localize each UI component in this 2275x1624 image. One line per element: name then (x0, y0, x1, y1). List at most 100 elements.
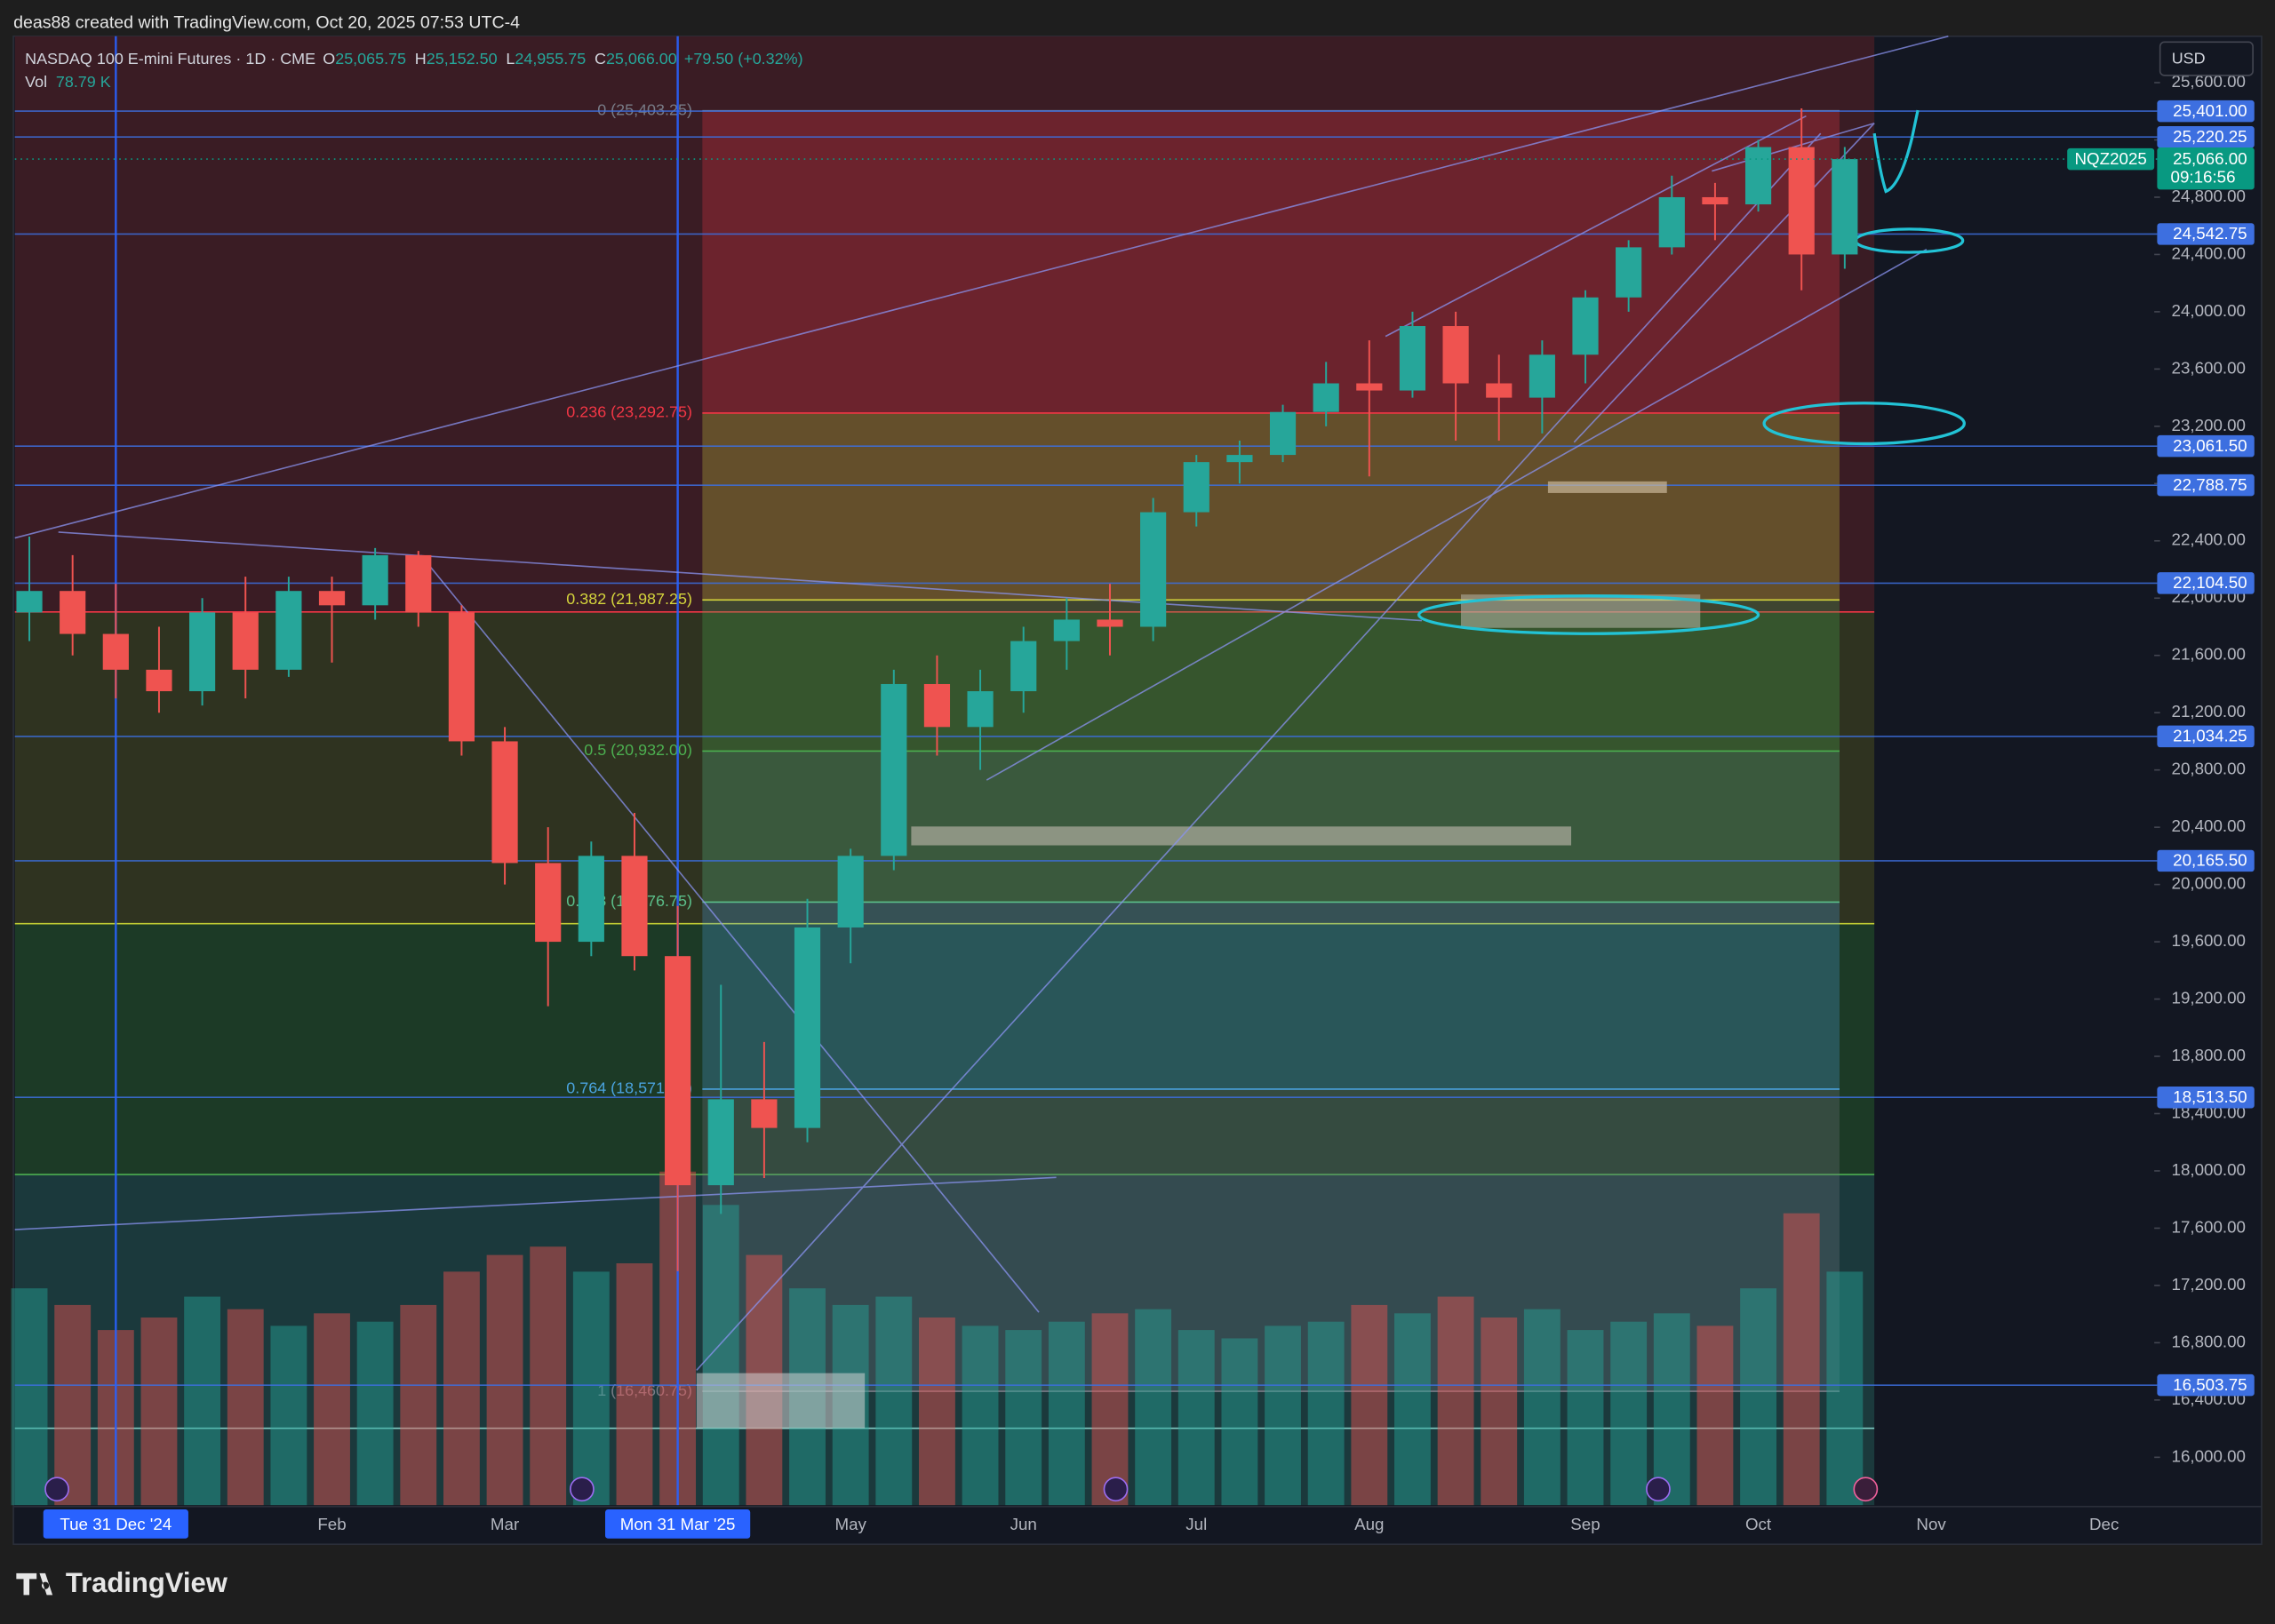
box (1547, 481, 1667, 493)
event-icon (1853, 1477, 1879, 1502)
x-label-box (43, 1509, 188, 1539)
candle-body (318, 591, 346, 606)
y-tick-label: 20,000.00 (2172, 874, 2246, 893)
candle-body (1097, 619, 1123, 627)
volume-bar (1481, 1318, 1518, 1506)
volume-bar (1177, 1330, 1215, 1506)
candle-body (1832, 159, 1858, 255)
fib-label: 0.236 (23,292.75) (566, 403, 692, 421)
y-tick-label: 17,200.00 (2172, 1275, 2246, 1294)
volume-bar (616, 1263, 653, 1506)
price-label-box (2157, 474, 2255, 497)
zone (14, 36, 1875, 612)
candle-body (1788, 147, 1815, 255)
x-tick-label: Oct (1745, 1515, 1772, 1533)
y-tick-label: 18,000.00 (2172, 1160, 2246, 1179)
volume-bar (1610, 1321, 1648, 1506)
annotation (1417, 594, 1760, 635)
candle-body (1616, 247, 1642, 298)
legend-value: 24,955.75 (515, 50, 586, 68)
price-label-box (2157, 572, 2255, 594)
y-tick-label: 20,800.00 (2172, 760, 2246, 778)
candles (14, 108, 2158, 1271)
trend-line (14, 1176, 1057, 1230)
candle-body (578, 856, 604, 943)
y-tick-label: 19,200.00 (2172, 989, 2246, 1007)
volume-bar (1567, 1330, 1604, 1506)
trend-line (1573, 123, 1875, 443)
logo-mark (16, 1572, 53, 1596)
price-label: 22,788.75 (2173, 475, 2247, 494)
event-icons (44, 1477, 1879, 1502)
x-tick-label: Dec (2089, 1515, 2119, 1533)
volume-bar (486, 1254, 523, 1506)
volume-line: Vol 78.79 K (25, 73, 111, 91)
event-icon (570, 1477, 595, 1502)
volume-bar (1740, 1288, 1776, 1506)
candle-body (491, 741, 518, 864)
candle-body (837, 856, 864, 927)
volume-bar (875, 1296, 913, 1506)
fib-label: 0.5 (20,932.00) (584, 741, 692, 759)
y-tick-label: 19,600.00 (2172, 931, 2246, 950)
x-label-box (605, 1509, 751, 1539)
y-tick-label: 21,600.00 (2172, 645, 2246, 664)
trend-line (420, 554, 1040, 1313)
candle-body (621, 856, 648, 957)
candle-body (1053, 619, 1080, 641)
price-label-box (2157, 223, 2255, 245)
y-tick-label: 24,000.00 (2172, 301, 2246, 320)
volume-bar (1826, 1271, 1864, 1506)
brand: TradingView (66, 1567, 228, 1598)
currency-button[interactable] (2159, 41, 2254, 76)
candle-body (967, 691, 994, 728)
x-tick-label: Feb (317, 1515, 346, 1533)
legend-line: NASDAQ 100 E-mini Futures · 1D · CME O25,… (25, 50, 802, 68)
y-tick-label: 24,400.00 (2172, 243, 2246, 262)
event-icon (44, 1477, 69, 1502)
zones (14, 36, 1875, 1506)
volume-bar (400, 1304, 437, 1506)
candle-body (707, 1099, 734, 1186)
candle-body (275, 591, 302, 670)
volume-bar (572, 1271, 610, 1506)
legend-value: 25,152.50 (427, 50, 498, 68)
candle-body (16, 591, 43, 613)
volume-bar (530, 1246, 567, 1506)
legend-key: H (415, 50, 427, 68)
price-label: 22,104.50 (2173, 573, 2247, 592)
volume-bar (54, 1304, 92, 1506)
currency[interactable]: USD (2172, 50, 2206, 68)
y-tick-label: 23,200.00 (2172, 416, 2246, 434)
volume-bar (1783, 1213, 1820, 1506)
zone (14, 611, 1875, 924)
price-label: 20,165.50 (2173, 851, 2247, 870)
y-tick-label: 20,400.00 (2172, 816, 2246, 835)
x-tick-label: Jul (1185, 1515, 1207, 1533)
candle-body (1529, 354, 1555, 398)
drawings (14, 36, 1966, 1429)
price-label-box (2157, 725, 2255, 748)
brand-logo (16, 1572, 53, 1596)
candle-body (1010, 641, 1037, 692)
price-label: 18,513.50 (2173, 1087, 2247, 1106)
candle-body (1572, 297, 1599, 355)
candle-body (362, 554, 388, 606)
box (696, 1373, 866, 1429)
price-label: 24,542.75 (2173, 224, 2247, 243)
price-axis: 16,000.0016,400.0016,800.0017,200.0017,6… (2067, 72, 2255, 1465)
candle-body (1313, 383, 1339, 412)
x-tick-label: Aug (1354, 1515, 1384, 1533)
x-tick-label: Mon 31 Mar '25 (620, 1515, 736, 1533)
volume-bar (1653, 1313, 1690, 1506)
price-label-box (2157, 125, 2255, 148)
legend-key: L (506, 50, 515, 68)
legend-key: C (595, 50, 606, 68)
y-tick-label: 24,800.00 (2172, 187, 2246, 205)
legend-key: O (323, 50, 335, 68)
candle-body (881, 683, 907, 856)
volume-bar (919, 1318, 955, 1506)
y-tick-label: 22,400.00 (2172, 530, 2246, 549)
volume-bar (1221, 1338, 1258, 1506)
fib-zone (702, 902, 1840, 1089)
